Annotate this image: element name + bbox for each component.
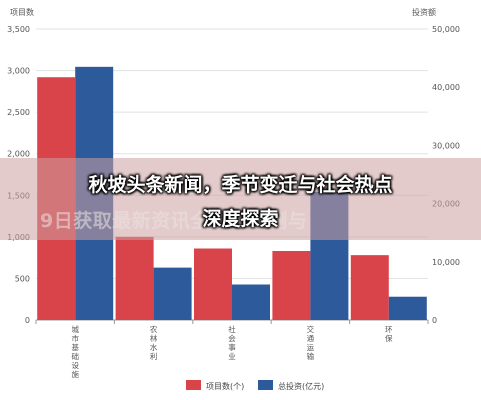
legend-label: 项目数(个): [206, 381, 244, 391]
right-tick-label: 40,000: [432, 83, 460, 92]
left-axis-label: 项目数: [10, 7, 34, 17]
left-tick-label: 0: [25, 316, 30, 325]
right-tick-label: 10,000: [432, 258, 460, 267]
bar: [388, 296, 427, 320]
bar: [153, 267, 192, 320]
bar: [194, 248, 232, 320]
headline-banner: [0, 158, 481, 240]
left-tick-label: 2,500: [7, 108, 30, 117]
right-tick-label: 0: [432, 316, 437, 325]
category-label: 城市基础设施: [71, 325, 79, 379]
legend-swatch: [186, 380, 201, 390]
headline-line-1: 秋坡头条新闻，季节变迁与社会热点: [88, 174, 393, 196]
banner-background-text: 9日获取最新资讯全方位评测与: [40, 210, 308, 232]
category-label: 环保: [385, 325, 393, 343]
bar: [232, 284, 270, 320]
legend-swatch: [258, 380, 273, 390]
right-tick-label: 30,000: [432, 141, 460, 150]
headline-line-2: 深度探索: [202, 208, 279, 230]
left-tick-label: 3,000: [7, 67, 30, 76]
bar: [115, 236, 154, 320]
right-axis-label: 投资额: [412, 7, 436, 17]
left-tick-label: 500: [15, 274, 30, 283]
bar: [350, 255, 389, 320]
left-tick-label: 2,000: [7, 150, 30, 159]
bar: [272, 250, 311, 320]
left-tick-label: 3,500: [7, 25, 30, 34]
legend-label: 总投资(亿元): [278, 381, 324, 391]
category-labels: 城市基础设施 农林水利 社会事业 交通运输 环保: [71, 324, 393, 379]
legend: 项目数(个) 总投资(亿元): [186, 380, 324, 391]
category-label: 交通运输: [307, 324, 315, 361]
right-tick-label: 50,000: [432, 25, 460, 34]
category-label: 农林水利: [150, 324, 158, 361]
category-label: 社会事业: [228, 324, 236, 361]
